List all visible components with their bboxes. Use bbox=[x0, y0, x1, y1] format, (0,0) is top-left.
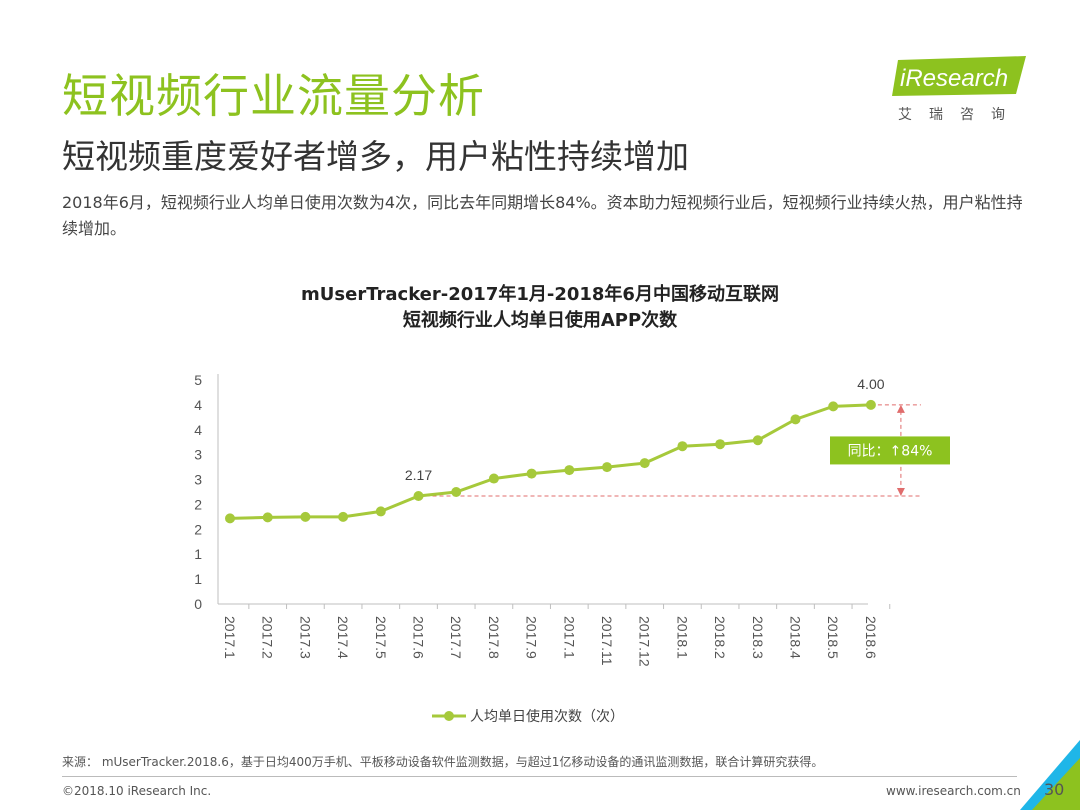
data-point bbox=[262, 512, 273, 523]
x-tick-label: 2018.3 bbox=[750, 616, 766, 659]
y-tick-label: 3 bbox=[194, 472, 202, 488]
y-tick-label: 2 bbox=[194, 521, 202, 537]
data-point bbox=[488, 473, 499, 484]
y-tick-label: 2 bbox=[194, 496, 202, 512]
footer-divider bbox=[62, 776, 1017, 777]
source-note: 来源： mUserTracker.2018.6，基于日均400万手机、平板移动设… bbox=[62, 755, 824, 769]
x-tick-label: 2017.8 bbox=[486, 616, 502, 659]
yoy-arrow-head-down bbox=[896, 487, 905, 496]
x-tick-label: 2017.12 bbox=[637, 616, 653, 667]
data-point bbox=[602, 462, 612, 473]
y-tick-label: 1 bbox=[194, 571, 202, 587]
x-tick-label: 2018.4 bbox=[788, 616, 804, 659]
data-point bbox=[526, 468, 537, 479]
chart-title-line2: 短视频行业人均单日使用APP次数 bbox=[402, 310, 678, 331]
x-tick-label: 2017.4 bbox=[335, 616, 351, 659]
summary-text: 2018年6月，短视频行业人均单日使用次数为4次，同比去年同期增长84%。资本助… bbox=[62, 193, 1023, 238]
data-point bbox=[752, 435, 763, 446]
yoy-arrow-head-up bbox=[896, 404, 905, 413]
x-tick-label: 2017.1 bbox=[222, 616, 238, 659]
data-point bbox=[413, 490, 424, 501]
data-point bbox=[677, 441, 688, 452]
x-tick-label: 2017.2 bbox=[260, 616, 276, 659]
page-title: 短视频行业流量分析 bbox=[62, 69, 485, 123]
legend-label: 人均单日使用次数（次） bbox=[470, 708, 624, 725]
x-tick-label: 2018.6 bbox=[863, 616, 879, 659]
data-point bbox=[338, 511, 349, 522]
data-point bbox=[300, 511, 311, 522]
chart-title: mUserTracker-2017年1月-2018年6月中国移动互联网 短视频行… bbox=[0, 282, 1080, 334]
x-tick-label: 2017.9 bbox=[524, 616, 540, 659]
data-point bbox=[790, 414, 801, 425]
data-point bbox=[225, 513, 235, 524]
iresearch-logo-mark: iResearch bbox=[892, 56, 1026, 96]
yoy-badge-label: 同比：↑84% bbox=[848, 443, 933, 459]
y-tick-label: 1 bbox=[194, 546, 202, 562]
chart-title-line1: mUserTracker-2017年1月-2018年6月中国移动互联网 bbox=[301, 284, 779, 305]
data-point bbox=[828, 401, 839, 412]
data-point bbox=[451, 487, 462, 497]
x-tick-label: 2017.3 bbox=[297, 616, 313, 659]
page-number: 30 bbox=[1044, 780, 1065, 799]
data-point bbox=[375, 506, 386, 517]
x-tick-label: 2017.7 bbox=[448, 616, 464, 659]
logo-subtitle: 艾瑞咨询 bbox=[898, 107, 1022, 123]
yoy-badge bbox=[830, 436, 950, 465]
x-tick-label: 2017.11 bbox=[599, 616, 615, 666]
y-tick-label: 4 bbox=[194, 397, 202, 413]
data-label: 2.17 bbox=[405, 467, 432, 483]
y-tick-label: 5 bbox=[194, 372, 202, 388]
legend-marker bbox=[444, 711, 454, 721]
x-tick-label: 2017.1 bbox=[561, 616, 577, 659]
series-line bbox=[229, 403, 871, 520]
data-point bbox=[865, 399, 876, 410]
svg-text:iResearch: iResearch bbox=[900, 65, 1008, 92]
data-label: 4.00 bbox=[857, 376, 884, 392]
data-point bbox=[715, 439, 726, 450]
x-tick-label: 2018.5 bbox=[825, 616, 841, 659]
copyright: ©2018.10 iResearch Inc. bbox=[62, 784, 212, 798]
x-tick-label: 2017.5 bbox=[373, 616, 389, 659]
y-tick-label: 3 bbox=[194, 447, 202, 463]
corner-decoration bbox=[1020, 740, 1080, 810]
website-link[interactable]: www.iresearch.com.cn bbox=[886, 784, 1021, 798]
data-point bbox=[639, 458, 650, 469]
y-tick-label: 4 bbox=[194, 422, 202, 438]
x-tick-label: 2018.1 bbox=[674, 616, 690, 659]
x-tick-label: 2017.6 bbox=[411, 616, 427, 659]
data-point bbox=[564, 465, 575, 476]
iresearch-logo: iResearch 艾瑞咨询 bbox=[890, 56, 1040, 126]
y-tick-label: 0 bbox=[194, 596, 202, 612]
x-tick-label: 2018.2 bbox=[712, 616, 728, 659]
page-subtitle: 短视频重度爱好者增多，用户粘性持续增加 bbox=[62, 137, 689, 176]
